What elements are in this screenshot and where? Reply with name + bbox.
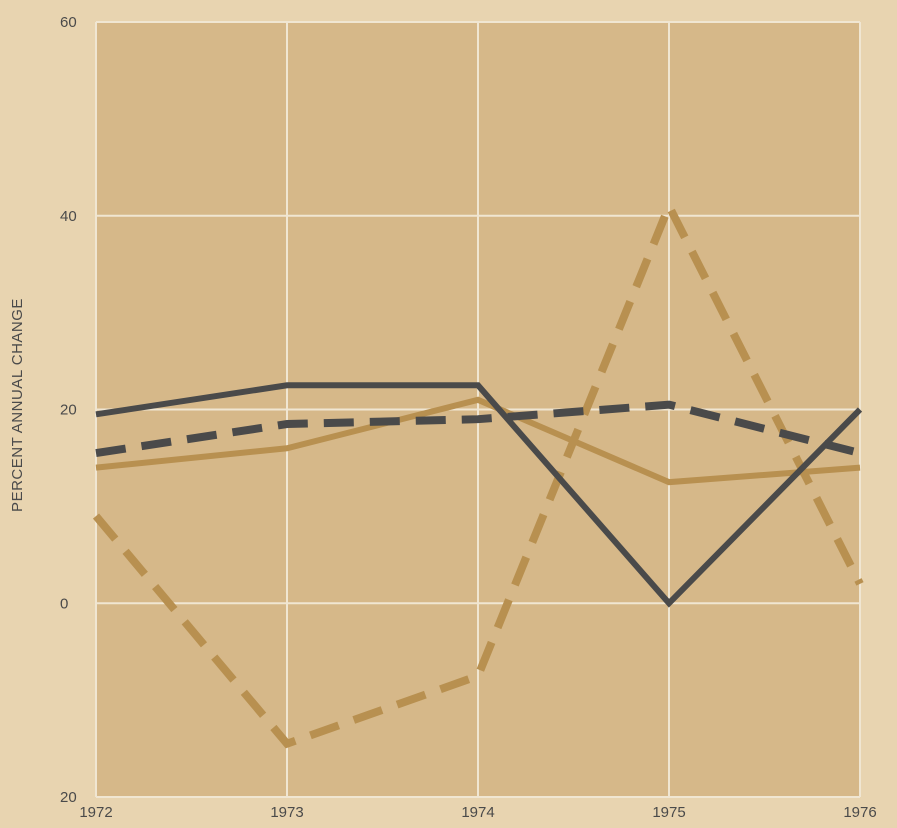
x-tick-label: 1976: [843, 804, 876, 821]
y-tick-label: 20: [60, 402, 77, 419]
x-tick-label: 1972: [79, 804, 112, 821]
y-tick-label: 40: [60, 208, 77, 225]
y-axis-title: PERCENT ANNUAL CHANGE: [9, 298, 26, 512]
y-tick-label: 20: [60, 789, 77, 806]
y-tick-label: 60: [60, 14, 77, 31]
y-tick-label: 0: [60, 595, 68, 612]
x-tick-label: 1975: [652, 804, 685, 821]
x-axis-ticks: 1972 1973 1974 1975 1976: [79, 804, 876, 821]
y-axis-ticks: 20 0 20 40 60: [60, 14, 77, 806]
x-tick-label: 1973: [270, 804, 303, 821]
x-tick-label: 1974: [461, 804, 494, 821]
